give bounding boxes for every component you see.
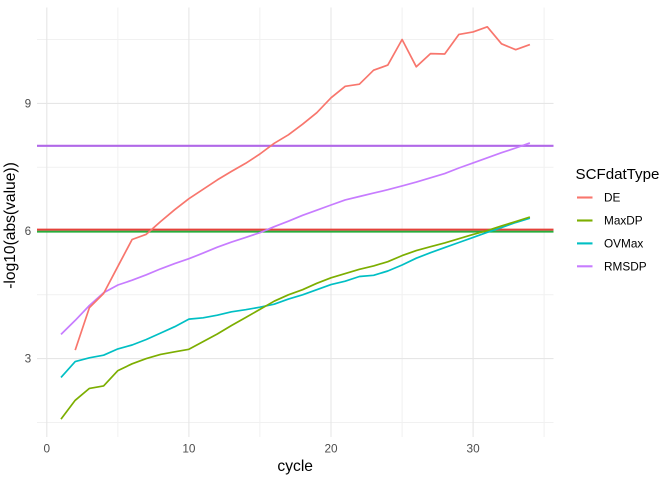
svg-text:0: 0: [44, 442, 51, 456]
svg-text:6: 6: [25, 224, 32, 238]
svg-text:-log10(abs(value)): -log10(abs(value)): [2, 162, 19, 289]
svg-text:SCFdatType: SCFdatType: [576, 166, 660, 183]
svg-text:30: 30: [467, 442, 481, 456]
svg-text:9: 9: [25, 97, 32, 111]
svg-text:10: 10: [182, 442, 196, 456]
svg-text:cycle: cycle: [277, 458, 313, 475]
svg-text:3: 3: [25, 352, 32, 366]
svg-text:20: 20: [324, 442, 338, 456]
svg-text:OVMax: OVMax: [604, 237, 643, 251]
svg-text:DE: DE: [604, 191, 621, 205]
svg-text:RMSDP: RMSDP: [604, 260, 647, 274]
svg-text:MaxDP: MaxDP: [604, 214, 643, 228]
